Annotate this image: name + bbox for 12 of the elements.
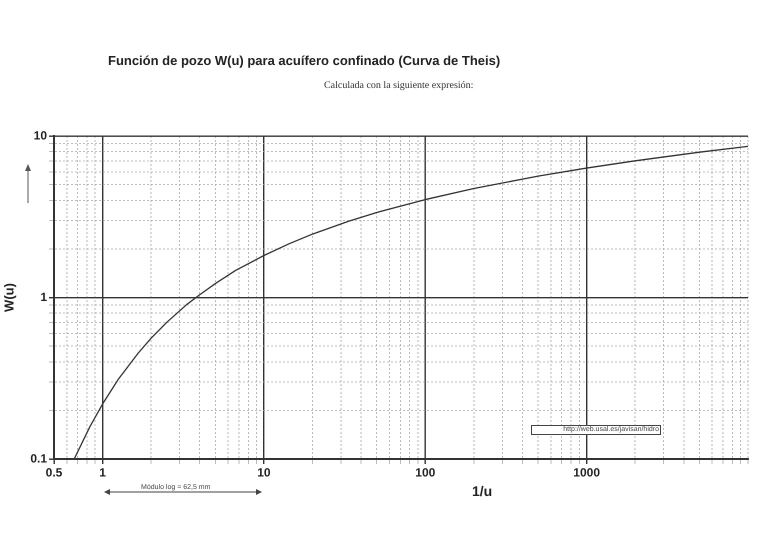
y-tick-label: 1 [40, 290, 48, 304]
x-tick-label: 0.5 [46, 466, 63, 480]
x-tick-label: 100 [415, 466, 436, 480]
x-tick-label: 10 [257, 466, 271, 480]
chart-title: Función de pozo W(u) para acuífero confinado (Curva de Theis) [108, 53, 500, 68]
x-tick-label: 1 [99, 466, 106, 480]
y-axis-title: W(u) [1, 283, 16, 312]
y-tick-label: 0.1 [30, 451, 48, 466]
x-tick-label: 1000 [573, 466, 600, 480]
y-tick-label: 10 [34, 128, 48, 142]
x-axis-title: 1/u [472, 483, 492, 499]
chart-subtitle: Calculada con la siguiente expresión: [324, 80, 474, 91]
